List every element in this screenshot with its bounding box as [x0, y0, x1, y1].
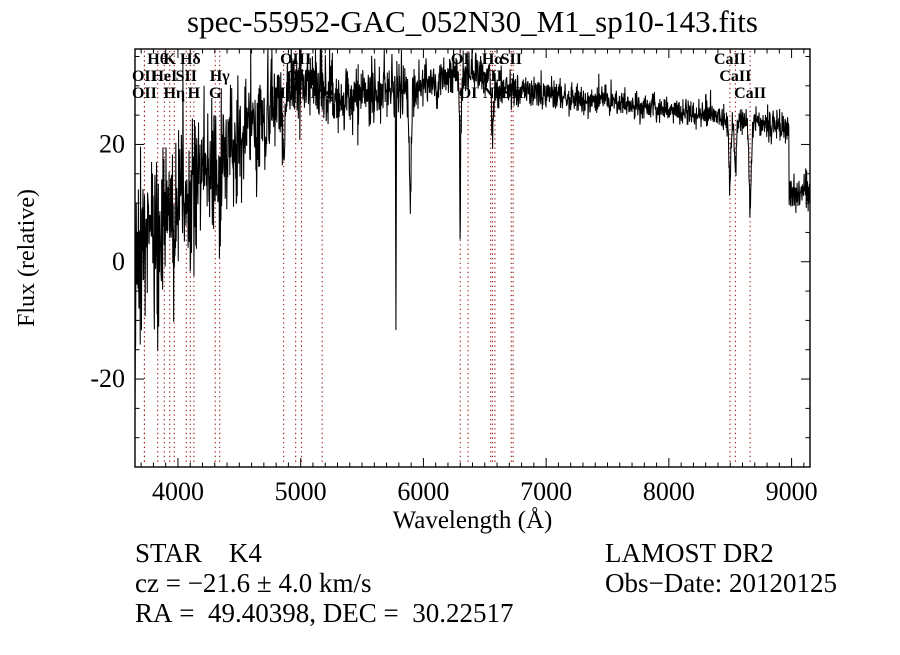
svg-text:Hδ: Hδ [180, 51, 201, 68]
svg-text:20: 20 [99, 129, 125, 158]
svg-text:K: K [164, 51, 177, 68]
svg-text:Hβ: Hβ [273, 85, 294, 102]
svg-text:OII: OII [132, 85, 157, 102]
svg-text:8000: 8000 [643, 477, 695, 506]
svg-text:Wavelength (Å): Wavelength (Å) [393, 507, 553, 534]
svg-text:spec-55952-GAC_052N30_M1_sp10-: spec-55952-GAC_052N30_M1_sp10-143.fits [187, 4, 758, 39]
svg-text:7000: 7000 [520, 477, 572, 506]
svg-text:5000: 5000 [275, 477, 327, 506]
svg-text:CaII: CaII [734, 85, 766, 102]
svg-text:-20: -20 [90, 364, 125, 393]
svg-text:Flux (relative): Flux (relative) [14, 189, 40, 327]
svg-text:OI: OI [459, 85, 478, 102]
svg-text:OIII: OIII [286, 68, 317, 85]
svg-text:OI: OI [451, 51, 470, 68]
svg-text:NII: NII [479, 68, 503, 85]
svg-text:OIII: OIII [280, 51, 311, 68]
svg-text:CaII: CaII [714, 51, 746, 68]
svg-text:0: 0 [112, 247, 125, 276]
svg-text:Mg: Mg [311, 85, 334, 102]
svg-text:Hγ: Hγ [210, 68, 230, 85]
svg-text:HeI: HeI [151, 68, 177, 85]
svg-text:SII: SII [176, 68, 197, 85]
svg-text:H: H [188, 85, 201, 102]
svg-text:G: G [209, 85, 222, 102]
svg-text:6000: 6000 [397, 477, 449, 506]
svg-text:SII: SII [502, 85, 523, 102]
svg-text:CaII: CaII [719, 68, 751, 85]
svg-text:9000: 9000 [766, 477, 818, 506]
svg-text:Hη: Hη [164, 85, 186, 102]
svg-text:SII: SII [501, 51, 522, 68]
svg-text:4000: 4000 [152, 477, 204, 506]
